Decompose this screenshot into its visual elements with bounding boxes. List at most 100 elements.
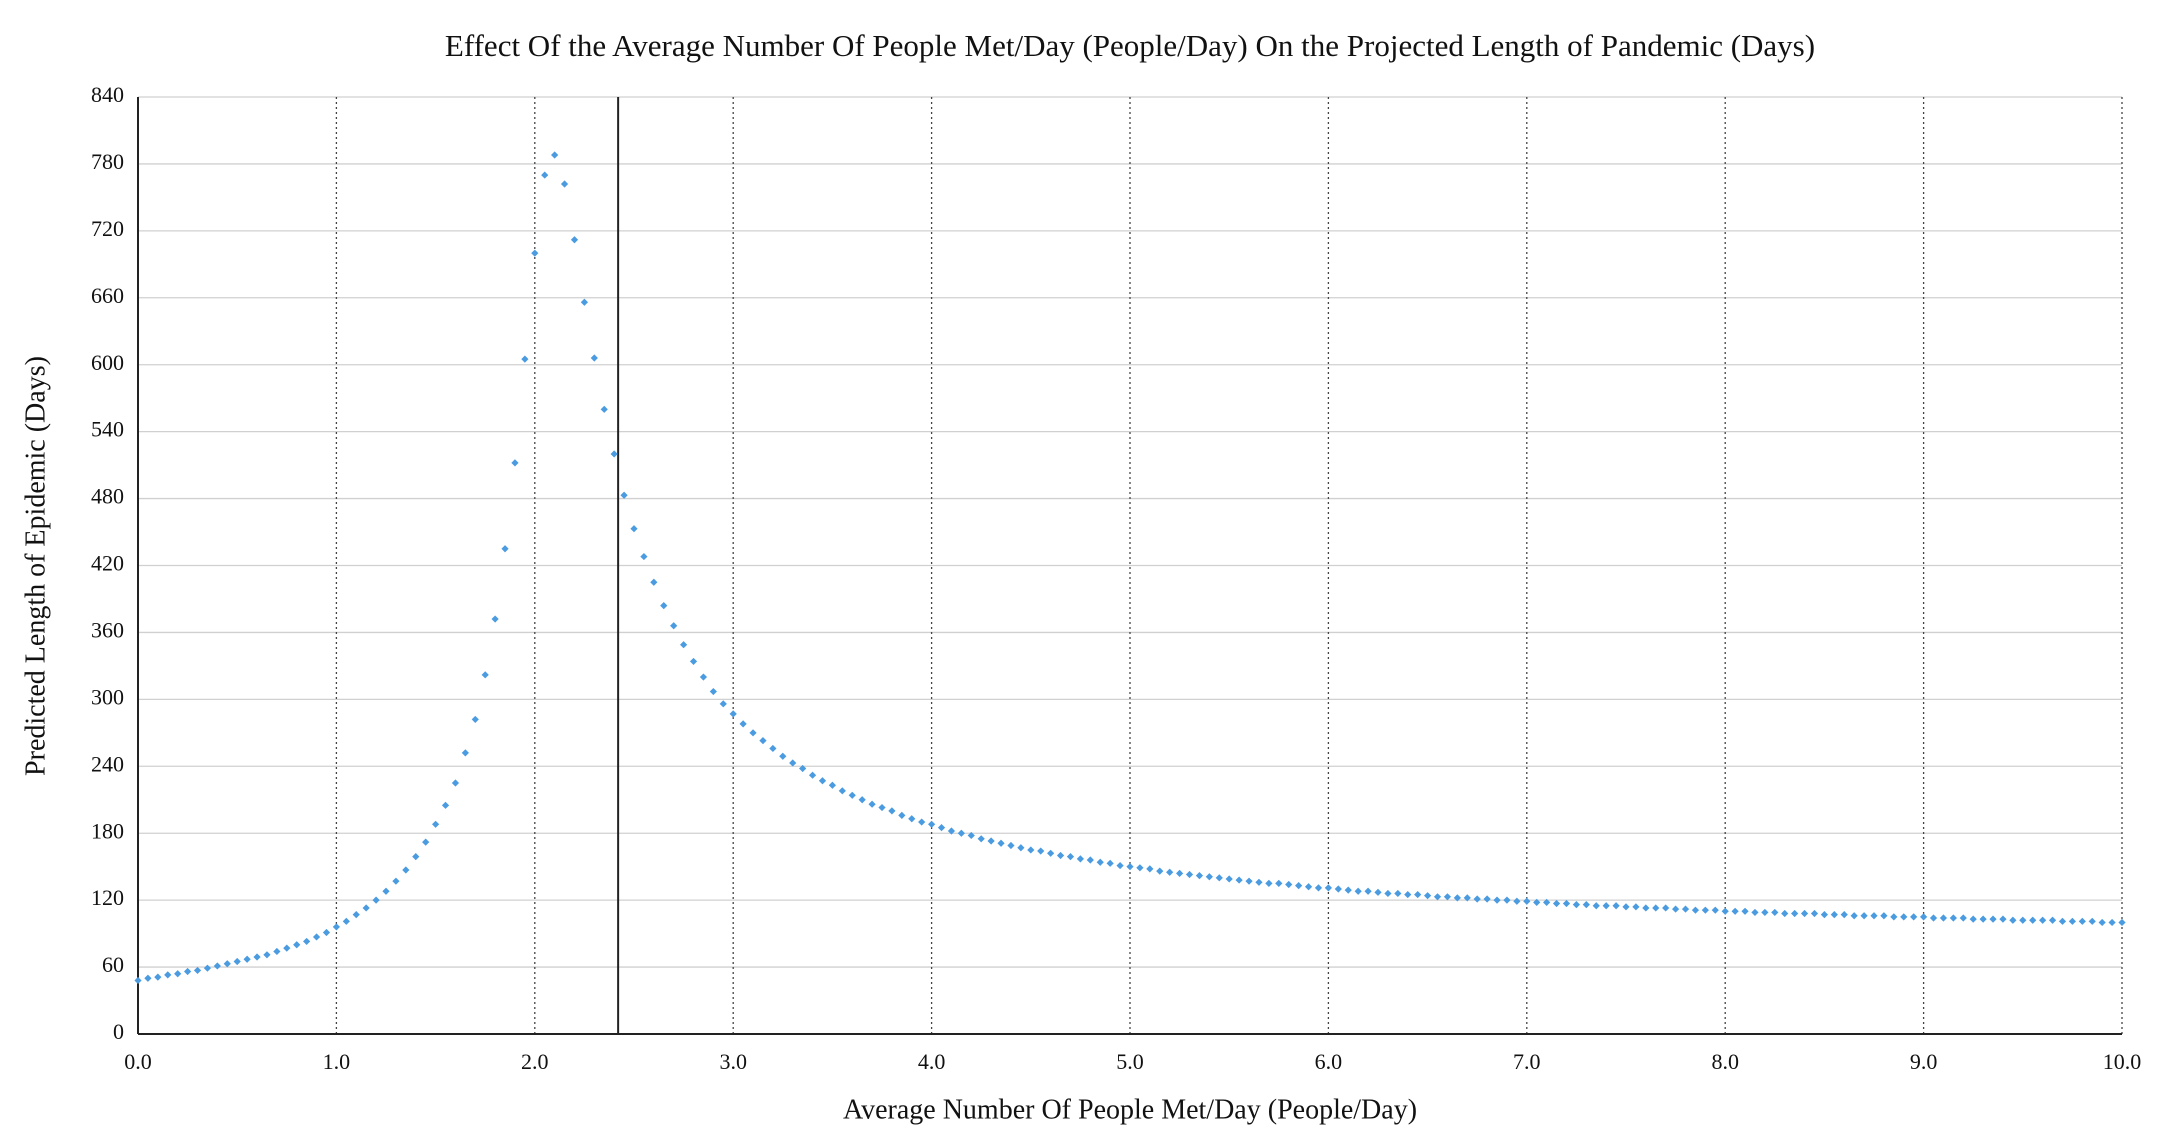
point — [1612, 902, 1620, 910]
point — [888, 807, 896, 815]
point — [2019, 916, 2027, 924]
point — [670, 622, 678, 630]
point — [501, 545, 509, 553]
y-tick-label: 420 — [91, 551, 124, 576]
point — [1215, 874, 1223, 882]
point — [432, 820, 440, 828]
point — [1771, 908, 1779, 917]
point — [858, 796, 866, 804]
point — [1513, 897, 1521, 905]
x-tick-label: 6.0 — [1315, 1049, 1343, 1074]
point — [1959, 914, 1967, 922]
point — [620, 491, 628, 499]
point — [630, 525, 638, 533]
x-tick-label: 10.0 — [2103, 1049, 2142, 1074]
point — [878, 803, 886, 812]
point — [1800, 909, 1809, 918]
point — [1890, 913, 1898, 921]
y-tick-label: 480 — [91, 484, 124, 509]
point — [2048, 916, 2057, 924]
point — [1701, 906, 1709, 914]
point — [263, 951, 271, 959]
x-tick-label: 0.0 — [124, 1049, 152, 1074]
point — [1473, 895, 1481, 903]
point — [1424, 892, 1432, 900]
point — [699, 673, 708, 681]
point — [1185, 870, 1194, 879]
point — [1503, 896, 1511, 904]
x-tick-label: 4.0 — [918, 1049, 946, 1074]
point — [352, 911, 360, 919]
point — [600, 405, 608, 413]
point — [422, 838, 430, 846]
point — [739, 720, 747, 728]
point — [144, 974, 152, 982]
point — [303, 937, 311, 946]
point — [1334, 885, 1342, 893]
point — [1116, 861, 1124, 870]
point — [312, 933, 321, 941]
point — [1166, 868, 1174, 876]
point — [828, 781, 836, 789]
point — [759, 737, 767, 745]
point — [1999, 915, 2007, 923]
point — [511, 459, 519, 467]
point — [580, 298, 588, 306]
point — [372, 896, 380, 904]
x-tick-label: 1.0 — [323, 1049, 351, 1074]
x-tick-label: 2.0 — [521, 1049, 549, 1074]
point — [1245, 877, 1253, 885]
point — [1602, 902, 1610, 910]
point — [1176, 869, 1184, 877]
y-tick-label: 660 — [91, 283, 124, 308]
point — [1652, 904, 1660, 912]
x-tick-label: 7.0 — [1513, 1049, 1541, 1074]
point — [1136, 864, 1144, 872]
point — [203, 964, 212, 972]
point — [382, 887, 390, 895]
point — [402, 866, 410, 874]
point — [1265, 879, 1273, 888]
point — [412, 853, 420, 861]
y-tick-label: 120 — [91, 885, 124, 910]
point — [1146, 865, 1154, 873]
point — [640, 552, 648, 561]
point — [1394, 889, 1402, 898]
point — [1572, 901, 1580, 909]
point — [243, 955, 251, 963]
point — [1820, 911, 1828, 919]
point — [709, 687, 717, 696]
point — [590, 354, 598, 362]
point — [481, 671, 489, 679]
point — [1017, 844, 1025, 852]
point — [660, 602, 668, 610]
point — [531, 249, 539, 257]
point — [610, 450, 618, 458]
point — [1552, 899, 1561, 908]
point — [560, 180, 569, 188]
point — [1681, 905, 1690, 913]
point — [977, 835, 985, 843]
point — [1860, 912, 1868, 920]
point — [1384, 889, 1392, 898]
point — [2068, 917, 2076, 925]
point — [2078, 917, 2086, 925]
point — [2058, 917, 2067, 925]
point — [233, 957, 241, 966]
point — [253, 953, 261, 961]
point — [1463, 894, 1471, 902]
point — [987, 837, 995, 845]
point — [1880, 912, 1888, 920]
point — [322, 928, 331, 937]
point — [273, 947, 281, 956]
point — [1592, 902, 1600, 910]
point — [154, 973, 162, 981]
x-axis-label: Average Number Of People Met/Day (People… — [843, 1094, 1417, 1125]
y-tick-label: 240 — [91, 751, 124, 776]
point — [1493, 896, 1501, 904]
point — [680, 641, 688, 649]
point — [1910, 913, 1918, 921]
point — [1374, 888, 1382, 896]
